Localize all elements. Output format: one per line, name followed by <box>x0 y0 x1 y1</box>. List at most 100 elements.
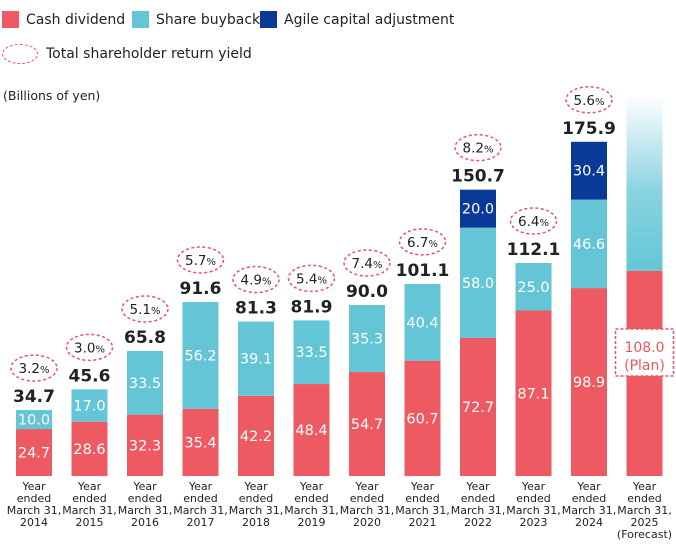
forecast-plan-value: 108.0 <box>624 340 664 356</box>
legend-label-cash-dividend: Cash dividend <box>26 11 126 28</box>
x-axis-label-line: March 31, <box>7 504 62 517</box>
x-axis-label-line: March 31, <box>562 504 617 517</box>
bar-cash-dividend <box>182 408 219 476</box>
x-axis-label-line: 2016 <box>131 516 159 529</box>
x-axis-label-line: 2019 <box>298 516 326 529</box>
total-value-label: 34.7 <box>13 387 55 407</box>
cash-dividend-swatch <box>2 11 19 28</box>
legend-item-share-buyback: Share buyback <box>132 11 260 28</box>
x-axis-label-line: March 31, <box>395 504 450 517</box>
x-axis-label-line: ended <box>350 492 384 505</box>
bar-cash-dividend <box>515 310 552 476</box>
yield-ring <box>10 354 58 382</box>
yield-ring-icon <box>2 44 38 64</box>
x-axis-label-line: 2020 <box>353 516 381 529</box>
total-value-label: 81.9 <box>291 297 333 317</box>
yield-percent-sign: % <box>595 97 605 108</box>
x-axis-label-line: March 31, <box>229 504 284 517</box>
yield-percent-sign: % <box>95 344 105 355</box>
yield-percent-sign: % <box>40 365 50 376</box>
x-axis-label-line: ended <box>183 492 217 505</box>
data-label-cash-dividend: 98.9 <box>573 375 605 391</box>
x-axis-label-line: Year <box>576 480 601 493</box>
yield-label: 3.2% <box>19 361 50 377</box>
x-axis-label-line: Year <box>243 480 268 493</box>
legend: Cash dividend Share buyback Agile capita… <box>0 0 676 80</box>
yield-ring <box>398 228 447 256</box>
x-axis-label-line: ended <box>294 492 328 505</box>
yield-percent-sign: % <box>484 145 494 156</box>
bar-cash-dividend <box>571 288 607 476</box>
yield-label: 5.6% <box>574 93 605 109</box>
forecast-plan-label: (Plan) <box>624 358 665 374</box>
data-label-share-buyback: 39.1 <box>240 352 272 368</box>
yield-value: 5.7 <box>185 253 206 269</box>
yield-value: 5.6 <box>574 93 595 109</box>
yield-ring <box>343 249 391 277</box>
bar-share-buyback <box>404 283 441 361</box>
yield-label: 4.9% <box>241 273 272 289</box>
total-value-label: 81.3 <box>235 299 277 319</box>
data-label-cash-dividend: 54.7 <box>351 417 383 433</box>
bar-cash-dividend <box>293 384 330 476</box>
x-axis-label-line: Year <box>465 480 490 493</box>
data-label-cash-dividend: 60.7 <box>406 411 438 427</box>
yield-ring <box>565 86 613 114</box>
yield-ring <box>509 207 558 235</box>
data-label-share-buyback: 56.2 <box>184 348 216 364</box>
yield-value: 7.4 <box>352 256 373 272</box>
x-axis-label-line: 2015 <box>76 516 104 529</box>
bar-share-buyback <box>571 199 607 289</box>
yield-ring <box>65 333 114 362</box>
total-value-label: 175.9 <box>562 119 616 139</box>
bar-agile-capital-adjustment <box>460 189 496 228</box>
bar-share-buyback <box>16 410 52 430</box>
x-axis-label-line: March 31, <box>340 504 395 517</box>
bar-share-buyback <box>349 305 385 373</box>
x-axis-label-line: Year <box>188 480 213 493</box>
yield-value: 4.9 <box>241 273 262 289</box>
x-axis-label-line: ended <box>461 492 495 505</box>
bar-cash-dividend <box>238 395 274 476</box>
x-axis-label-line: Year <box>77 480 102 493</box>
yield-ring <box>454 133 502 162</box>
total-value-label: 45.6 <box>69 366 111 386</box>
bar-share-buyback <box>293 320 330 385</box>
yield-value: 5.1 <box>130 302 151 318</box>
x-axis-label-line: ended <box>405 492 439 505</box>
x-axis-label-line: 2021 <box>409 516 437 529</box>
bar-share-buyback <box>71 389 108 422</box>
data-label-cash-dividend: 35.4 <box>184 435 216 451</box>
x-axis-label-line: March 31, <box>284 504 339 517</box>
bar-cash-dividend <box>349 372 385 476</box>
x-axis-label-line: March 31, <box>451 504 506 517</box>
unit-label: (Billions of yen) <box>3 88 101 103</box>
x-axis-label-line: Year <box>21 480 46 493</box>
data-label-agile-capital-adjustment: 20.0 <box>462 202 494 218</box>
data-label-cash-dividend: 87.1 <box>517 386 549 402</box>
data-label-share-buyback: 25.0 <box>517 280 549 296</box>
x-axis-label-line: Year <box>354 480 379 493</box>
bar-cash-dividend <box>127 414 163 476</box>
bar-share-buyback <box>515 263 552 311</box>
data-label-share-buyback: 17.0 <box>73 399 105 415</box>
total-value-label: 112.1 <box>507 240 561 260</box>
x-axis-label-line: March 31, <box>118 504 173 517</box>
x-axis-label-line: 2018 <box>242 516 270 529</box>
data-label-cash-dividend: 42.2 <box>240 429 272 445</box>
data-label-cash-dividend: 28.6 <box>73 442 105 458</box>
legend-item-total-shareholder-return-yield: Total shareholder return yield <box>2 44 252 64</box>
yield-label: 6.7% <box>407 235 438 251</box>
yield-ring <box>176 246 225 274</box>
x-axis-label-line: ended <box>627 492 661 505</box>
legend-label-total-shareholder-return-yield: Total shareholder return yield <box>46 46 252 62</box>
yield-ring <box>287 264 336 293</box>
data-label-cash-dividend: 72.7 <box>462 400 494 416</box>
x-axis-label-line: ended <box>17 492 51 505</box>
x-axis-label-line: 2024 <box>575 516 603 529</box>
data-label-share-buyback: 33.5 <box>295 345 327 361</box>
x-axis-label-line: March 31, <box>62 504 117 517</box>
yield-percent-sign: % <box>539 218 549 229</box>
x-axis-label-line: March 31, <box>506 504 561 517</box>
yield-label: 3.0% <box>74 340 105 356</box>
